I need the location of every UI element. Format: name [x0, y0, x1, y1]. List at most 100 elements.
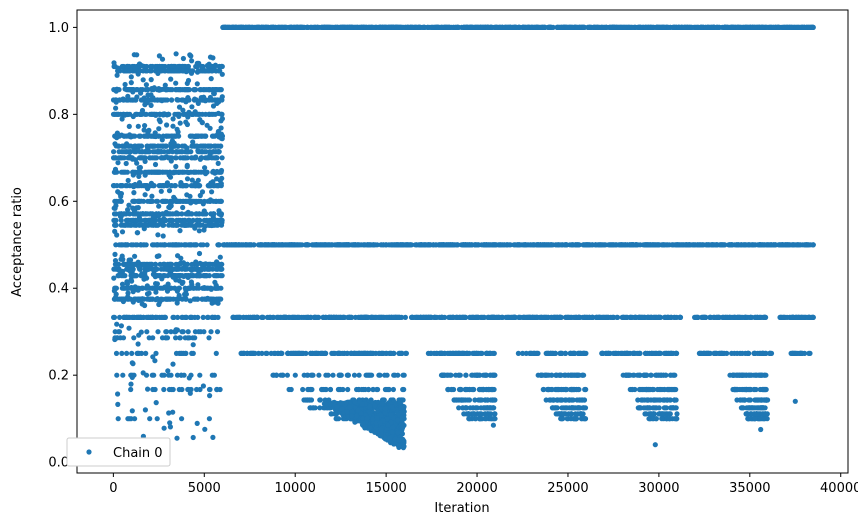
data-point — [166, 217, 172, 223]
data-point — [132, 181, 138, 188]
data-point — [628, 242, 635, 248]
data-point — [267, 314, 274, 320]
data-point — [111, 205, 117, 211]
data-point — [161, 216, 167, 222]
data-point — [128, 222, 134, 228]
data-point — [143, 82, 149, 88]
data-point — [187, 133, 193, 139]
data-point — [349, 314, 355, 320]
data-point — [182, 350, 189, 356]
data-point — [215, 131, 221, 137]
data-point — [201, 94, 207, 100]
data-point — [563, 242, 569, 248]
data-point — [207, 125, 213, 131]
data-point — [469, 314, 476, 320]
data-point — [154, 416, 160, 422]
data-point — [522, 242, 528, 248]
data-point — [127, 211, 133, 217]
data-point — [144, 263, 150, 269]
data-point — [671, 314, 677, 320]
data-point — [196, 60, 202, 66]
data-point — [800, 314, 806, 320]
data-point — [139, 211, 146, 217]
data-point — [512, 24, 518, 30]
data-point — [795, 242, 802, 248]
data-point — [119, 116, 125, 122]
data-point — [125, 96, 131, 103]
data-point — [446, 24, 452, 30]
data-point — [153, 400, 159, 406]
data-point — [131, 335, 137, 341]
data-point — [114, 232, 120, 238]
data-point — [608, 314, 614, 320]
data-point — [186, 109, 192, 115]
data-point — [449, 242, 455, 248]
data-point — [218, 167, 225, 174]
data-point — [210, 133, 216, 139]
data-point — [761, 242, 767, 248]
data-point — [164, 180, 170, 186]
data-point — [741, 242, 748, 248]
data-point — [128, 134, 134, 140]
data-point — [129, 360, 135, 366]
data-point — [618, 242, 624, 248]
data-point — [581, 24, 588, 30]
data-point — [639, 314, 646, 320]
data-point — [398, 242, 404, 248]
data-point — [162, 169, 168, 175]
data-point — [728, 242, 734, 248]
data-point — [168, 267, 175, 273]
data-point — [184, 145, 190, 151]
data-point — [114, 372, 120, 378]
data-point — [111, 60, 117, 66]
data-point — [546, 242, 552, 248]
data-point — [188, 70, 195, 76]
data-point — [120, 96, 126, 102]
data-point — [119, 350, 125, 356]
data-point — [167, 420, 173, 426]
data-point — [219, 71, 225, 77]
data-point — [179, 143, 185, 149]
data-point — [113, 350, 120, 356]
data-point — [203, 171, 209, 177]
data-point — [123, 242, 129, 248]
data-point — [122, 169, 128, 175]
data-point — [218, 181, 224, 187]
data-point — [360, 314, 366, 320]
data-point — [138, 198, 144, 204]
data-point — [721, 314, 727, 320]
data-point — [492, 242, 498, 248]
data-point — [169, 87, 175, 93]
data-point — [293, 24, 299, 30]
data-point — [207, 152, 213, 159]
data-point — [118, 217, 124, 223]
data-point — [151, 155, 157, 161]
data-point — [181, 111, 187, 117]
data-point — [135, 341, 141, 347]
data-point — [176, 104, 183, 110]
data-point — [164, 335, 171, 341]
data-point — [386, 24, 392, 30]
data-point — [174, 97, 180, 103]
data-point — [408, 24, 414, 30]
data-point — [193, 199, 199, 205]
data-point — [144, 329, 150, 335]
data-point — [188, 200, 194, 206]
data-point — [752, 24, 758, 30]
data-point — [173, 149, 179, 155]
data-point — [128, 386, 134, 393]
data-point — [327, 242, 333, 248]
data-point — [174, 242, 180, 248]
data-point — [119, 132, 125, 138]
data-point — [193, 242, 199, 248]
data-point — [116, 329, 123, 335]
data-point — [200, 201, 206, 207]
data-point — [661, 242, 667, 248]
data-point — [123, 160, 129, 167]
data-point — [125, 207, 131, 213]
data-point — [144, 63, 150, 70]
data-point — [485, 24, 491, 30]
data-point — [188, 220, 194, 226]
data-point — [139, 107, 146, 114]
data-point — [135, 230, 141, 236]
